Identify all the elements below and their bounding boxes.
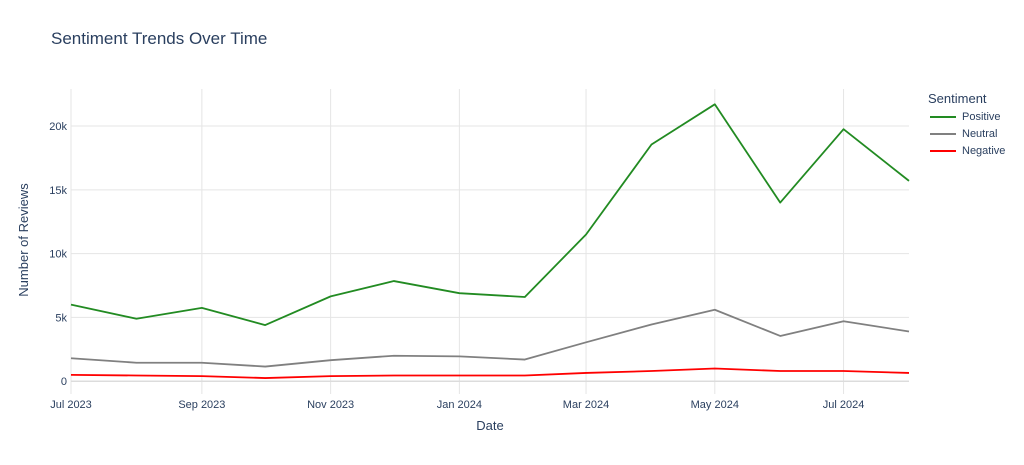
chart-title: Sentiment Trends Over Time — [51, 29, 268, 48]
legend-item-positive[interactable]: Positive — [930, 109, 1001, 125]
legend-swatch-neutral — [930, 133, 956, 135]
legend-label-negative: Negative — [962, 145, 1006, 157]
x-axis-label: Date — [476, 418, 503, 433]
legend-label-neutral: Neutral — [962, 128, 998, 140]
x-tick-label: Jul 2024 — [823, 399, 865, 411]
legend-label-positive: Positive — [962, 111, 1001, 123]
legend-title: Sentiment — [928, 91, 987, 106]
x-tick-label: May 2024 — [691, 399, 739, 411]
legend-swatch-positive — [930, 116, 956, 118]
x-tick-label: Sep 2023 — [178, 399, 225, 411]
y-axis-ticks: 0 5k 10k 15k 20k — [49, 121, 67, 388]
x-tick-label: Jan 2024 — [437, 399, 482, 411]
series-line-neutral — [70, 308, 910, 368]
x-axis-ticks: Jul 2023 Sep 2023 Nov 2023 Jan 2024 Mar 2024… — [50, 399, 864, 411]
x-tick-label: Jul 2023 — [50, 399, 92, 411]
x-tick-label: Mar 2024 — [563, 399, 609, 411]
legend-item-negative[interactable]: Negative — [930, 143, 1005, 159]
y-tick-label: 20k — [49, 121, 67, 133]
y-tick-label: 5k — [55, 312, 67, 324]
series-lines — [70, 103, 910, 379]
series-line-positive — [70, 103, 910, 326]
x-tick-label: Nov 2023 — [307, 399, 354, 411]
legend-item-neutral[interactable]: Neutral — [930, 126, 997, 142]
y-tick-label: 15k — [49, 185, 67, 197]
series-line-negative — [70, 367, 910, 379]
grid — [70, 89, 909, 394]
y-tick-label: 10k — [49, 249, 67, 261]
y-axis-label: Number of Reviews — [16, 183, 31, 297]
legend-swatch-negative — [930, 150, 956, 152]
y-tick-label: 0 — [61, 376, 67, 388]
